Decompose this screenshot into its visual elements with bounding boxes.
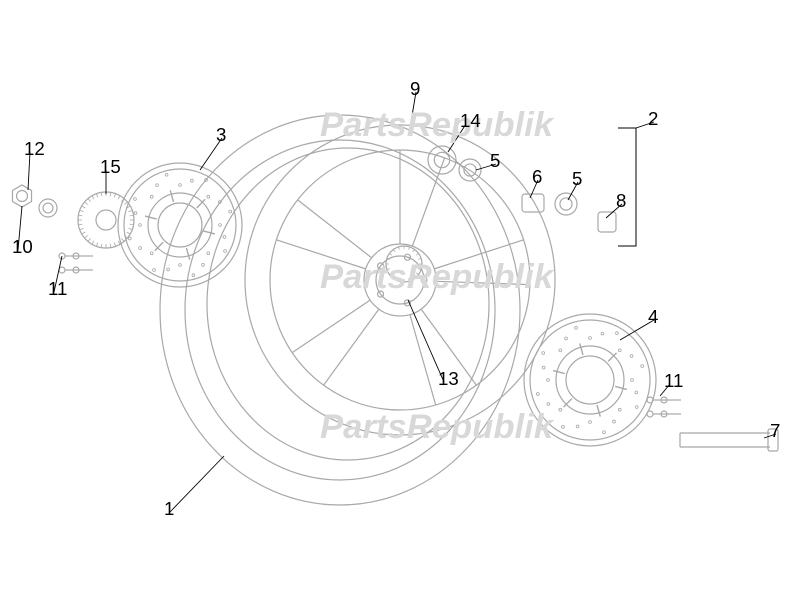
callout-ref-6: 6 <box>532 166 542 188</box>
callout-ref-2: 2 <box>648 108 658 130</box>
callout-ref-15: 15 <box>100 156 121 178</box>
callout-ref-9: 9 <box>410 78 420 100</box>
callout-ref-7: 7 <box>770 420 780 442</box>
callout-ref-5-b: 5 <box>572 168 582 190</box>
callout-ref-11-b: 11 <box>664 370 683 392</box>
callout-ref-5: 5 <box>490 150 500 172</box>
diagram-canvas: PartsRepublikPartsRepublikPartsRepublik1… <box>0 0 800 600</box>
callout-ref-14: 14 <box>460 110 481 132</box>
callout-ref-4: 4 <box>648 306 658 328</box>
callout-ref-12: 12 <box>24 138 45 160</box>
callout-ref-11: 11 <box>48 278 67 300</box>
callout-ref-1: 1 <box>164 498 174 520</box>
callout-ref-13: 13 <box>438 368 459 390</box>
callout-ref-3: 3 <box>216 124 226 146</box>
callout-ref-8: 8 <box>616 190 626 212</box>
parts-illustration <box>0 0 800 600</box>
callout-ref-10: 10 <box>12 236 33 258</box>
